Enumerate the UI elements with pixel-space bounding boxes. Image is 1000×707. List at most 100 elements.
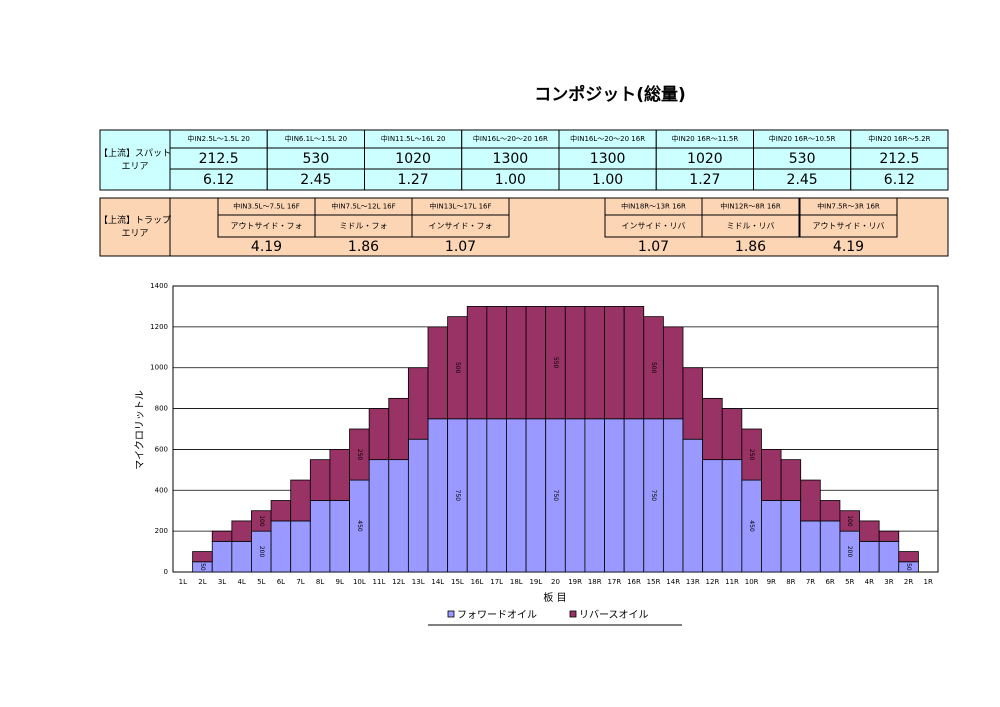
bar (761, 449, 782, 501)
x-tick-label: 6L (277, 578, 285, 586)
bar (780, 459, 802, 501)
data-label: 50 (199, 563, 206, 571)
x-tick-label: 1R (924, 578, 933, 586)
table-cell (850, 168, 949, 191)
bar (309, 459, 331, 501)
x-tick-label: 10L (353, 578, 366, 586)
bar (878, 530, 900, 542)
table-header: 中IN7.5R～3R 16R (817, 202, 880, 211)
table-value: 6.12 (203, 172, 234, 188)
x-tick-label: 9R (767, 578, 776, 586)
table-value: 1.07 (638, 239, 669, 255)
bar (329, 500, 350, 573)
bar (192, 551, 213, 563)
y-tick-label: 1200 (150, 323, 168, 331)
x-tick-label: 19R (568, 578, 582, 586)
table-subheader: ミドル・リバ (727, 222, 775, 231)
bar (388, 459, 409, 573)
bar (721, 459, 743, 573)
data-label: 250 (748, 449, 755, 461)
legend-swatch (447, 610, 455, 618)
x-tick-label: 8L (316, 578, 324, 586)
table-cell (799, 214, 898, 238)
bar (682, 367, 704, 440)
x-tick-label: 5L (257, 578, 265, 586)
bar (623, 306, 645, 420)
bar (368, 459, 390, 573)
x-tick-label: 15L (451, 578, 464, 586)
data-label: 50 (905, 563, 912, 571)
table-header: 中IN3.5L～7.5L 16F (233, 202, 300, 211)
bar (761, 500, 782, 573)
x-tick-label: 13R (686, 578, 700, 586)
bar (702, 397, 723, 461)
bar (290, 520, 311, 573)
y-axis-title: マイクロリットル (134, 390, 146, 470)
table-header: 中IN20 16R～11.5R (672, 134, 739, 143)
table-subheader: インサイド・リバ (622, 222, 686, 231)
data-label: 100 (258, 515, 265, 527)
bar (486, 418, 507, 573)
table-value: 530 (303, 151, 330, 167)
y-tick-label: 200 (155, 527, 168, 535)
bar (231, 540, 252, 573)
bar (290, 479, 311, 522)
table-value: 1300 (493, 151, 529, 167)
data-label: 500 (650, 362, 657, 374)
x-tick-label: 1L (179, 578, 187, 586)
table-value: 1.00 (495, 172, 526, 188)
table-header: 中IN16L～20～20 16R (473, 134, 548, 143)
x-tick-label: 11R (725, 578, 739, 586)
data-label: 750 (650, 490, 657, 502)
table-header: 中IN20 16R～10.5R (769, 134, 836, 143)
table-value: 1.00 (592, 172, 623, 188)
bar (859, 520, 880, 542)
bar (604, 306, 625, 420)
data-label: 450 (748, 520, 755, 532)
x-tick-label: 14L (431, 578, 444, 586)
table-header: 中IN6.1L～1.5L 20 (285, 134, 348, 143)
bar (407, 367, 429, 440)
table-value: 4.19 (833, 239, 864, 255)
x-tick-label: 20 (551, 578, 560, 586)
data-label: 250 (356, 449, 363, 461)
data-label: 200 (846, 546, 853, 558)
bar (584, 306, 605, 420)
bar (898, 551, 919, 563)
x-tick-label: 18L (510, 578, 523, 586)
bar (564, 418, 586, 573)
legend-label: フォワードオイル (457, 609, 537, 621)
table-subheader: アウトサイド・リバ (813, 222, 885, 231)
x-tick-label: 15R (647, 578, 661, 586)
table-value: 2.45 (787, 172, 818, 188)
bar (800, 479, 821, 522)
bar (525, 306, 547, 420)
data-label: 750 (454, 490, 461, 502)
bar (466, 418, 488, 573)
bar (309, 500, 331, 573)
table-value: 1.07 (445, 239, 476, 255)
x-tick-label: 9L (336, 578, 344, 586)
bar (878, 540, 900, 573)
bar (859, 540, 880, 573)
table-label: 【上流】スパットエリア (99, 147, 171, 172)
bar (702, 459, 723, 573)
bar (721, 408, 743, 461)
x-tick-label: 5R (845, 578, 854, 586)
bar (525, 418, 547, 573)
x-tick-label: 6R (825, 578, 834, 586)
x-tick-label: 2R (904, 578, 913, 586)
table-header: 中IN12R～8R 16R (720, 202, 781, 211)
table-value: 1.27 (398, 172, 429, 188)
bar (427, 418, 449, 573)
x-tick-label: 4R (865, 578, 874, 586)
table-header: 中IN16L～20～20 16R (570, 134, 645, 143)
table-value: 4.19 (251, 239, 282, 255)
bar (270, 500, 292, 522)
table-header: 中IN20 16R～5.2R (868, 134, 930, 143)
bar (662, 418, 684, 573)
bar (682, 438, 704, 573)
bar (506, 418, 527, 573)
bar (780, 500, 802, 573)
